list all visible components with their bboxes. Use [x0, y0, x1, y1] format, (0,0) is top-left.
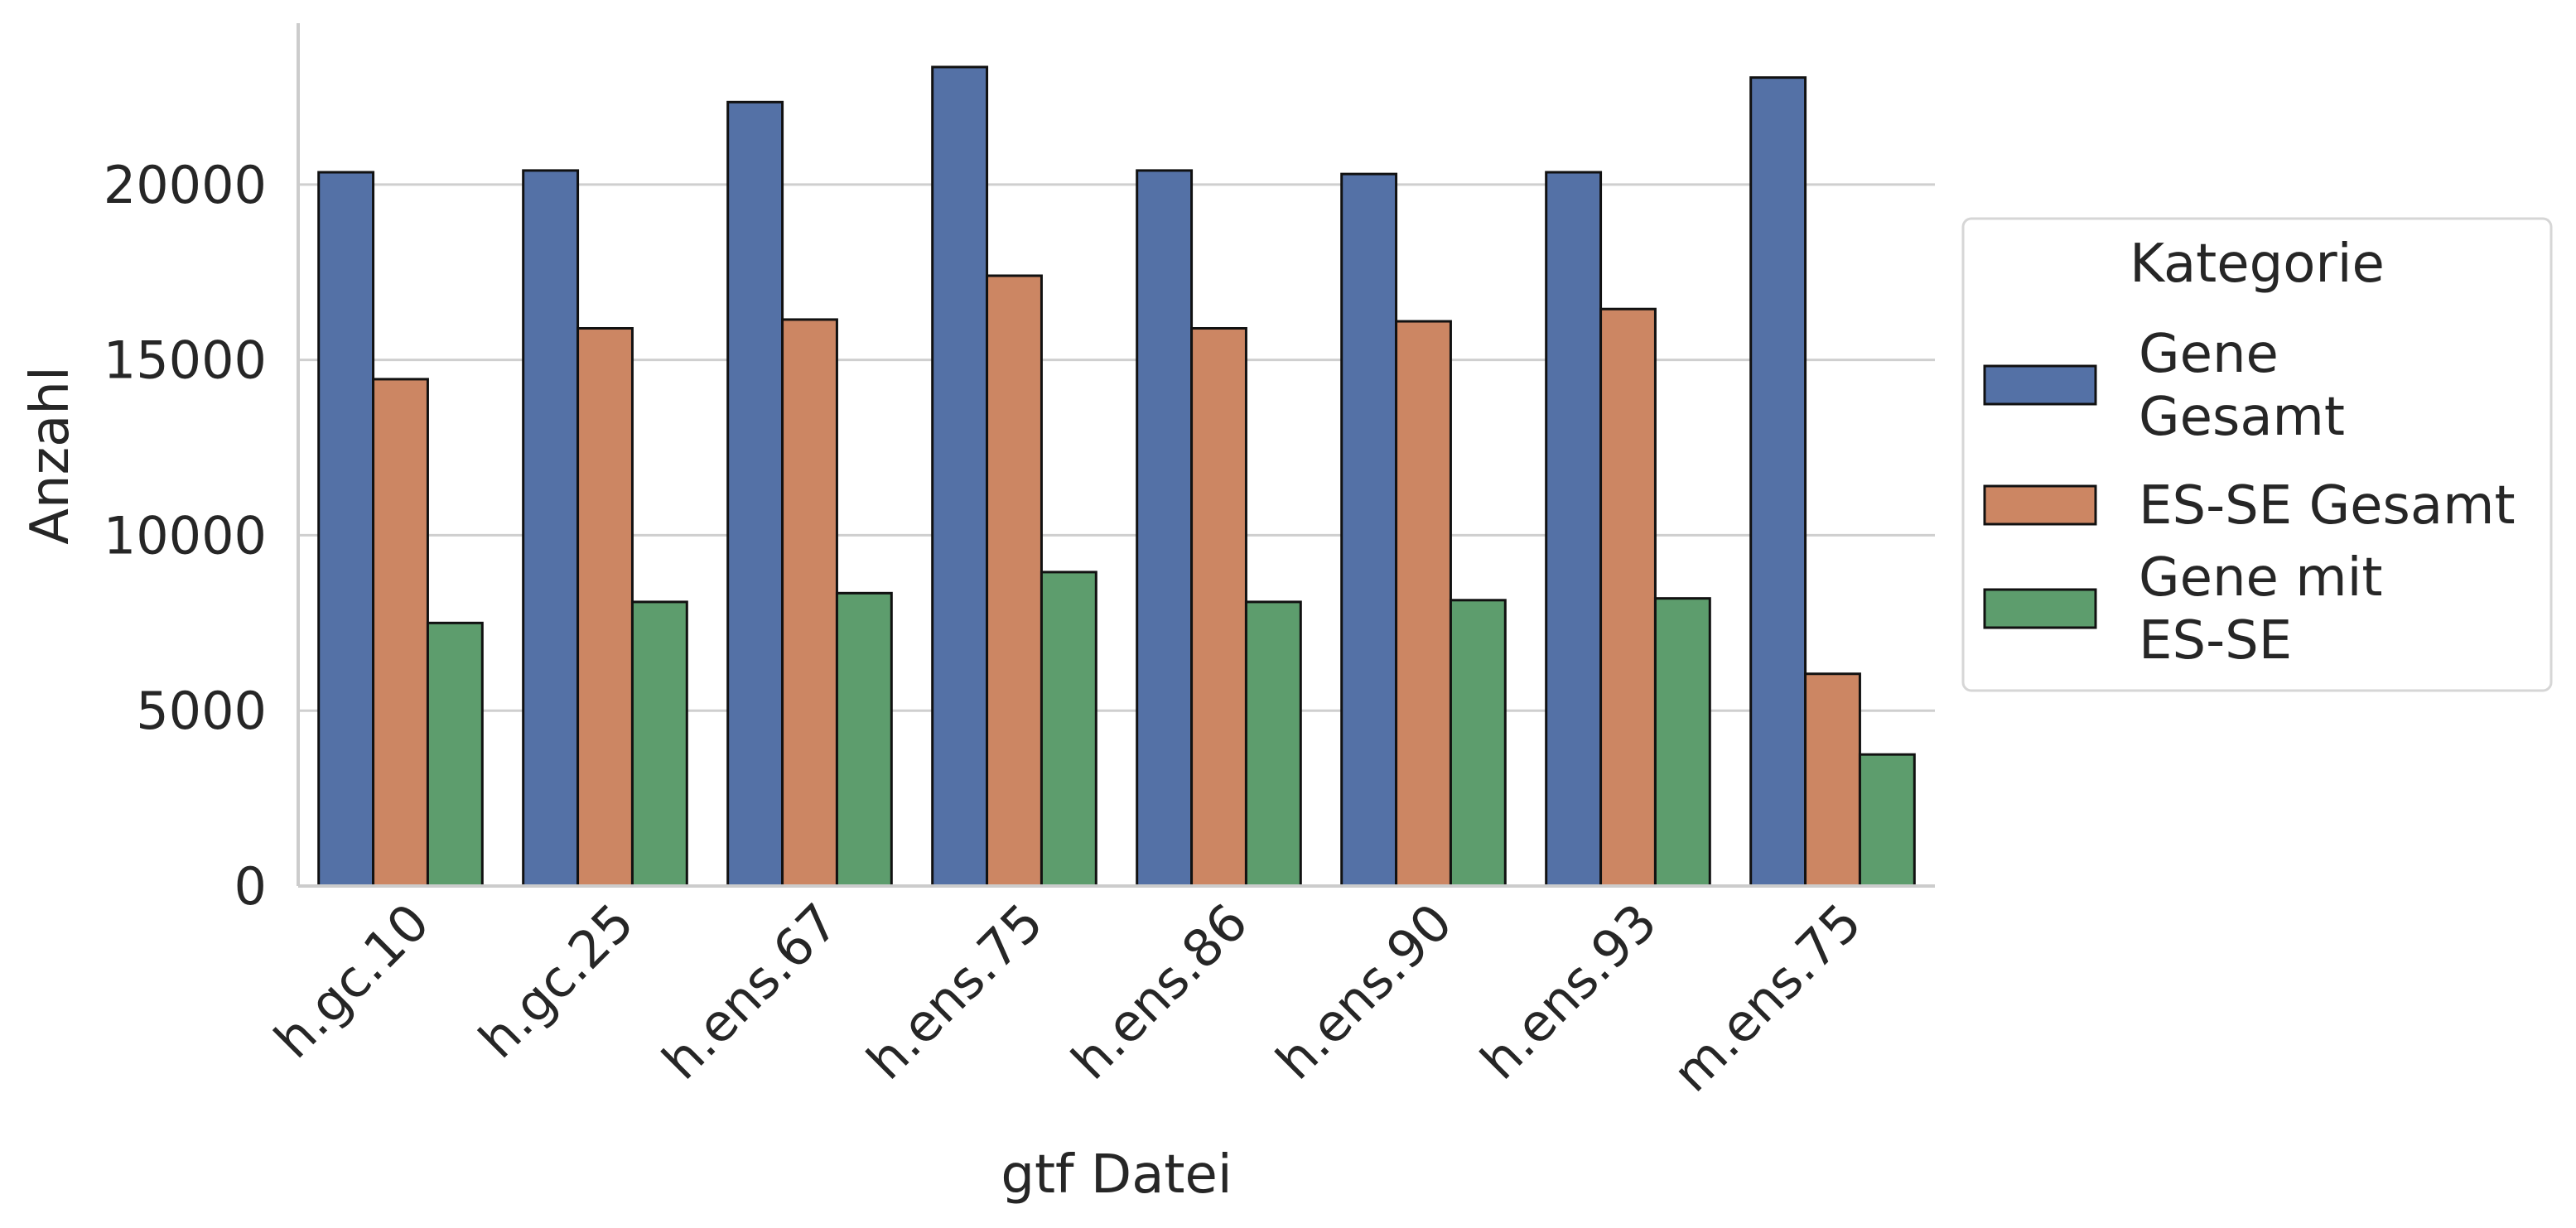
- bar-gene-mit-es-se-m-ens-75: [1858, 753, 1916, 888]
- y-tick-label: 0: [234, 856, 267, 917]
- y-tick-label: 5000: [136, 681, 267, 741]
- x-tick-label: h.ens.90: [1264, 892, 1464, 1091]
- legend-items: Gene Gesamt ES-SE Gesamt Gene mit ES-SE: [1983, 324, 2516, 672]
- legend-label-gene-gesamt: Gene Gesamt: [2139, 324, 2345, 448]
- legend-swatch-gene-gesamt: [1983, 364, 2097, 406]
- legend-title: Kategorie: [2130, 234, 2385, 295]
- legend-label-es-se-gesamt: ES-SE Gesamt: [2139, 475, 2516, 537]
- legend: Kategorie Gene Gesamt ES-SE Gesamt Gene mit…: [1961, 217, 2553, 692]
- bar-gene-gesamt-h-gc-10: [317, 171, 375, 888]
- x-tick-label: h.gc.10: [263, 892, 441, 1070]
- x-tick-label: h.gc.25: [467, 892, 645, 1070]
- bar-es-se-gesamt-h-ens-75: [986, 274, 1043, 888]
- bar-es-se-gesamt-h-ens-90: [1395, 320, 1452, 888]
- bar-gene-mit-es-se-h-ens-86: [1244, 600, 1302, 888]
- bar-es-se-gesamt-m-ens-75: [1804, 672, 1861, 888]
- bar-es-se-gesamt-h-ens-86: [1190, 327, 1247, 888]
- x-tick-label: h.ens.86: [1059, 892, 1259, 1091]
- y-tick-label: 20000: [104, 155, 267, 215]
- y-axis-title: Anzahl: [20, 366, 81, 545]
- bar-gene-gesamt-h-gc-25: [522, 169, 580, 888]
- y-tick-label: 10000: [104, 505, 267, 566]
- legend-swatch-gene-mit-es-se: [1983, 588, 2097, 629]
- x-tick-labels: h.gc.10 h.gc.25 h.ens.67 h.ens.75 h.ens.86 h.…: [263, 892, 1873, 1104]
- axes: [297, 23, 1935, 888]
- bar-es-se-gesamt-h-gc-25: [576, 327, 634, 888]
- bar-gene-gesamt-h-ens-67: [726, 100, 784, 888]
- bar-gene-gesamt-h-ens-86: [1136, 169, 1194, 888]
- y-tick-label: 15000: [104, 330, 267, 391]
- legend-swatch-es-se-gesamt: [1983, 484, 2097, 526]
- bar-gene-gesamt-m-ens-75: [1749, 76, 1807, 888]
- y-tick-labels: 0 5000 10000 15000 20000: [104, 155, 267, 917]
- bars: [317, 65, 1916, 888]
- x-tick-label: h.ens.93: [1469, 892, 1668, 1091]
- bar-gene-gesamt-h-ens-93: [1545, 171, 1603, 888]
- legend-label-gene-mit-es-se: Gene mit ES-SE: [2139, 547, 2382, 672]
- x-axis-title: gtf Datei: [1001, 1144, 1232, 1206]
- bar-gene-mit-es-se-h-ens-75: [1040, 571, 1097, 888]
- bar-es-se-gesamt-h-ens-93: [1599, 307, 1657, 888]
- bar-gene-mit-es-se-h-gc-10: [426, 621, 484, 888]
- bar-es-se-gesamt-h-ens-67: [781, 318, 838, 888]
- x-tick-label: h.ens.75: [855, 892, 1054, 1091]
- bar-es-se-gesamt-h-gc-10: [372, 378, 429, 888]
- bar-gene-mit-es-se-h-ens-90: [1449, 599, 1507, 888]
- bar-gene-gesamt-h-ens-90: [1340, 172, 1398, 888]
- bar-gene-mit-es-se-h-gc-25: [630, 600, 688, 888]
- bar-gene-mit-es-se-h-ens-67: [835, 591, 893, 888]
- x-tick-label: m.ens.75: [1662, 892, 1874, 1104]
- bar-gene-mit-es-se-h-ens-93: [1653, 597, 1711, 888]
- bar-gene-gesamt-h-ens-75: [931, 65, 989, 888]
- x-tick-label: h.ens.67: [650, 892, 850, 1091]
- legend-frame: [1961, 217, 2553, 692]
